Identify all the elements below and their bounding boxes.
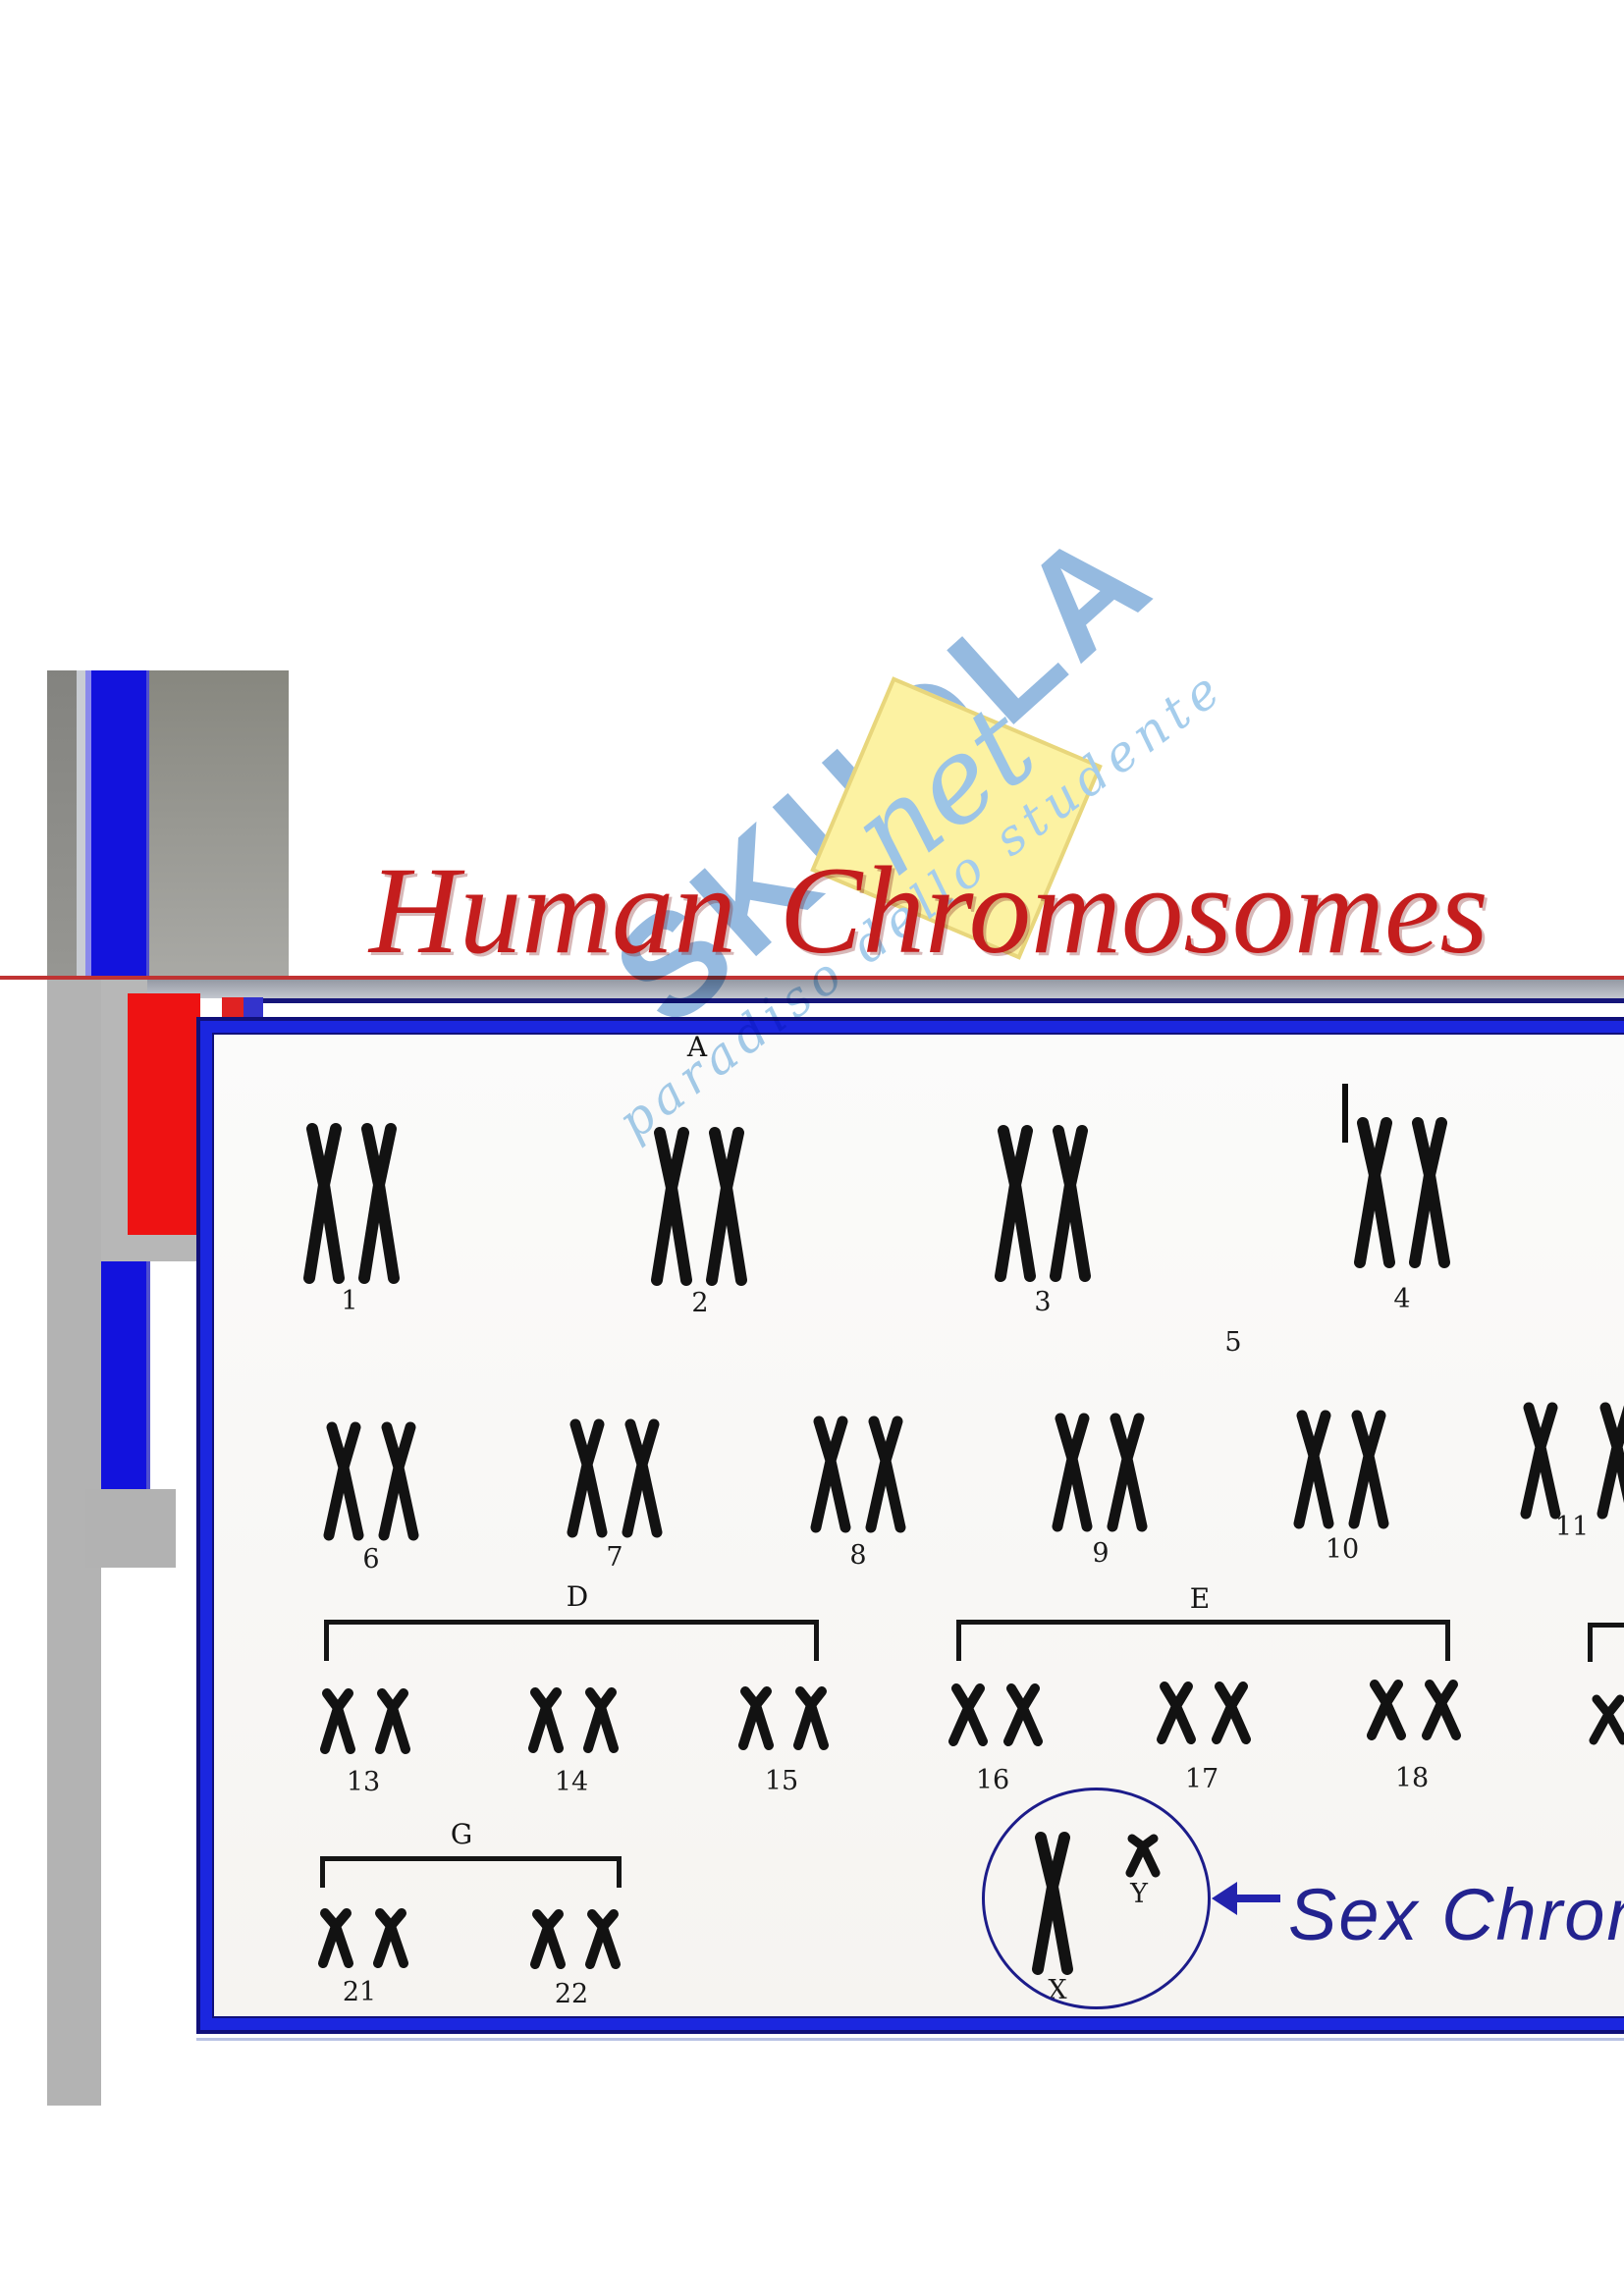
gray-divider-band: [147, 980, 1624, 998]
red-accent-rectangle: [128, 993, 200, 1235]
sex-chromosomes-circle: [982, 1788, 1211, 2009]
red-corner-chip: [222, 997, 244, 1017]
gray-block-under-blue-bar: [85, 1489, 176, 1568]
navy-frame-line: [261, 998, 1624, 1003]
left-arrow-line: [1235, 1895, 1280, 1902]
sex-chromosomes-annotation: Sex Chrom: [1288, 1874, 1624, 1955]
panel-inner-navy-border: [212, 1033, 1624, 2018]
red-divider-line: [0, 976, 1624, 980]
left-arrow-icon: [1212, 1882, 1237, 1915]
top-gray-block: [149, 670, 289, 977]
blue-corner-chip: [244, 997, 263, 1017]
panel-white-area: [214, 1035, 1624, 2016]
panel-bottom-faint-line: [196, 2038, 1624, 2041]
slide-title: Human Chromosomes: [369, 842, 1489, 980]
